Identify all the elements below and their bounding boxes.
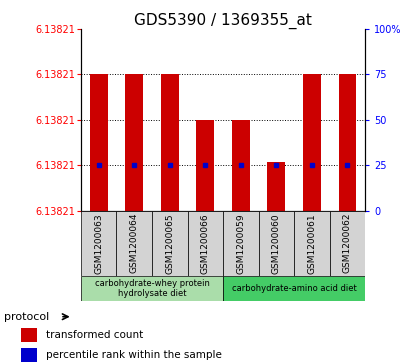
Text: transformed count: transformed count	[46, 330, 143, 340]
Text: GSM1200059: GSM1200059	[236, 213, 245, 274]
Text: GSM1200063: GSM1200063	[94, 213, 103, 274]
Text: protocol: protocol	[4, 312, 49, 322]
Bar	[294, 211, 330, 276]
Text: GSM1200066: GSM1200066	[201, 213, 210, 274]
Bar	[90, 74, 107, 211]
Text: GSM1200062: GSM1200062	[343, 213, 352, 273]
Bar	[81, 276, 223, 301]
Bar	[268, 162, 285, 211]
Text: carbohydrate-whey protein
hydrolysate diet: carbohydrate-whey protein hydrolysate di…	[95, 279, 210, 298]
Text: percentile rank within the sample: percentile rank within the sample	[46, 350, 222, 360]
Text: GSM1200065: GSM1200065	[165, 213, 174, 274]
Bar	[303, 74, 321, 211]
Bar	[223, 276, 365, 301]
Bar	[259, 211, 294, 276]
Bar	[125, 74, 143, 211]
Bar	[339, 74, 356, 211]
Bar	[161, 74, 178, 211]
Title: GDS5390 / 1369355_at: GDS5390 / 1369355_at	[134, 13, 312, 29]
Text: GSM1200064: GSM1200064	[130, 213, 139, 273]
Text: GSM1200061: GSM1200061	[308, 213, 316, 274]
Bar	[21, 348, 37, 362]
Bar	[330, 211, 365, 276]
Bar	[232, 120, 250, 211]
Bar	[223, 211, 259, 276]
Bar	[196, 120, 214, 211]
Text: carbohydrate-amino acid diet: carbohydrate-amino acid diet	[232, 284, 356, 293]
Bar	[21, 329, 37, 342]
Bar	[188, 211, 223, 276]
Bar	[152, 211, 188, 276]
Text: GSM1200060: GSM1200060	[272, 213, 281, 274]
Bar	[117, 211, 152, 276]
Bar	[81, 211, 117, 276]
